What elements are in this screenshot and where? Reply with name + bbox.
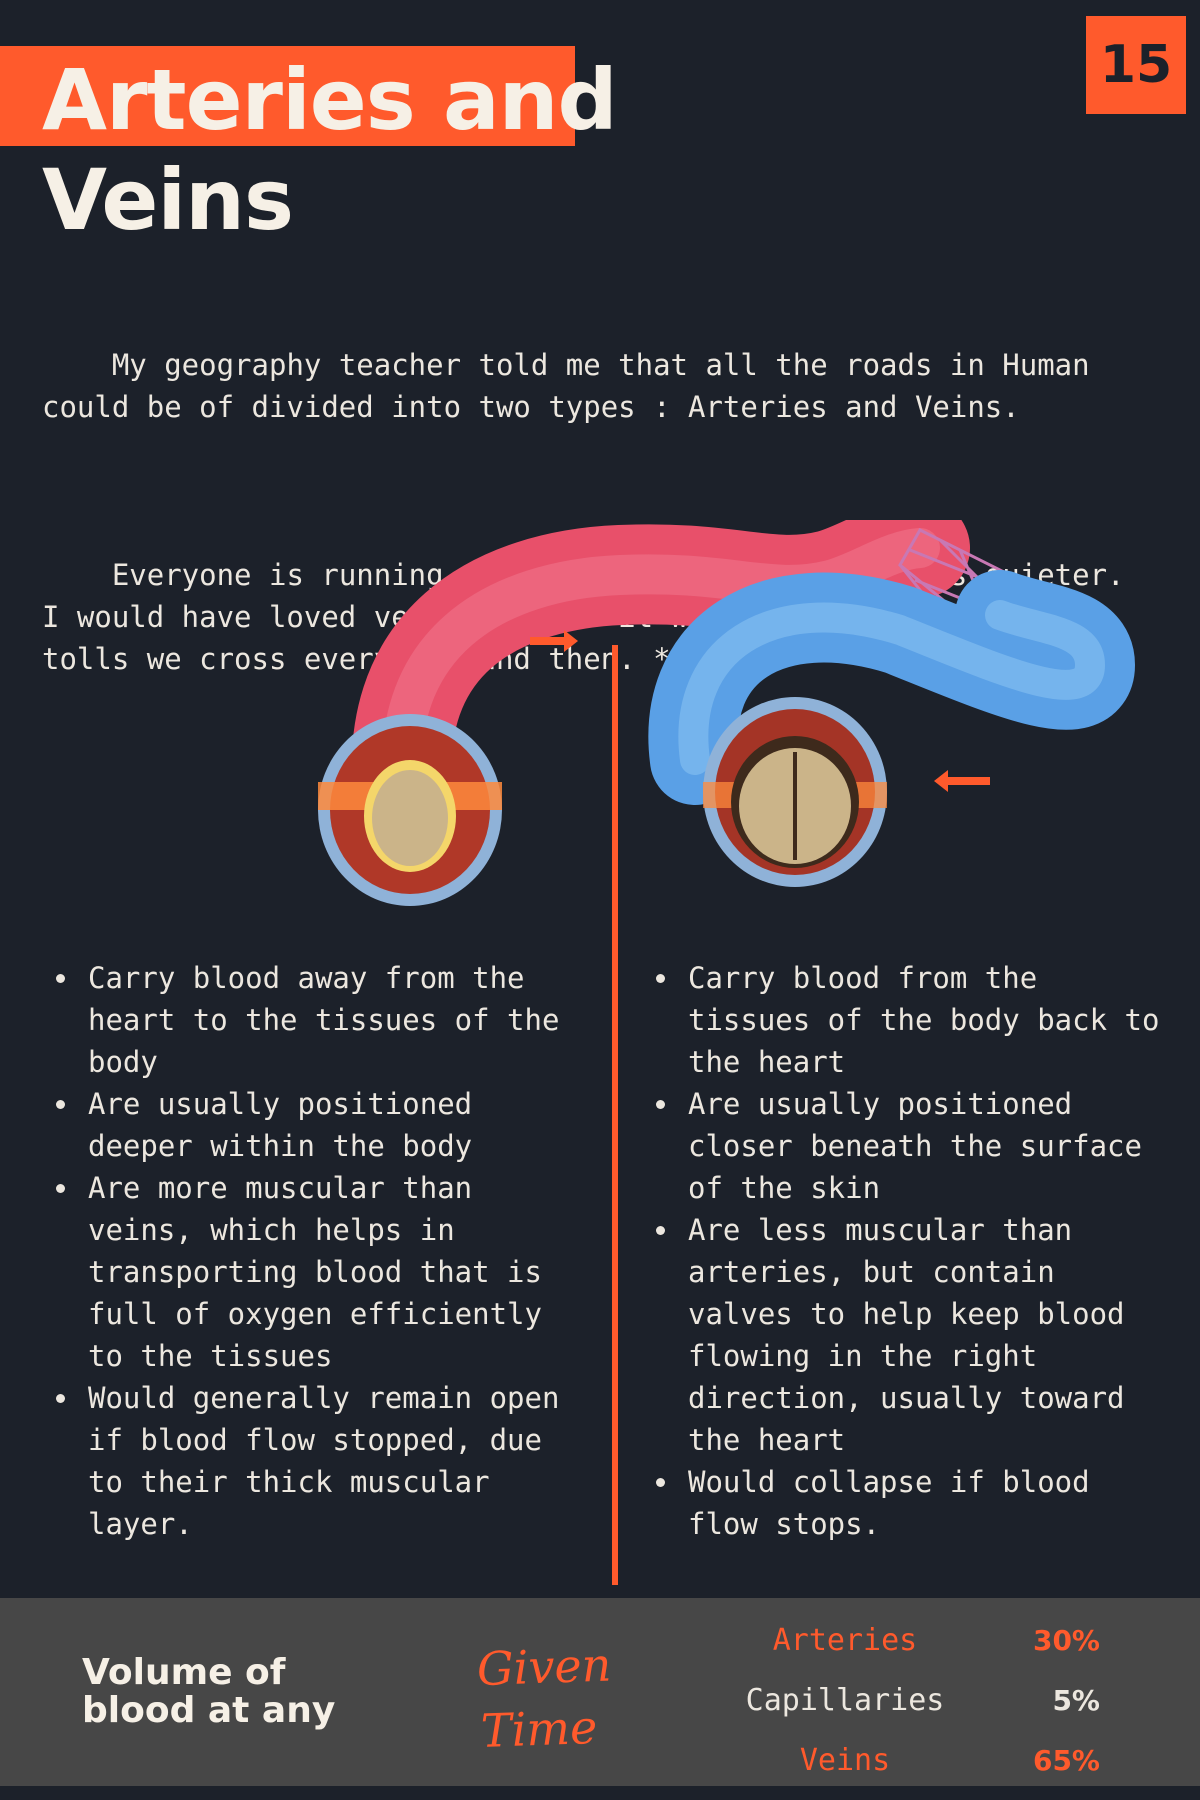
artery-cross-section bbox=[318, 714, 502, 906]
column-divider bbox=[612, 645, 618, 1585]
list-item: Carry blood away from the heart to the t… bbox=[42, 957, 562, 1083]
blood-volume-footer bbox=[0, 1598, 1200, 1786]
given-time-label: Given Time bbox=[476, 1637, 613, 1758]
stat-value: 65% bbox=[1032, 1743, 1100, 1777]
arteries-list: Carry blood away from the heart to the t… bbox=[42, 957, 562, 1545]
volume-label: Volume of blood at any bbox=[82, 1652, 336, 1731]
page-title-line1: Arteries and bbox=[42, 51, 618, 149]
veins-list: Carry blood from the tissues of the body… bbox=[642, 957, 1162, 1545]
stat-row-capillaries: Capillaries 5% bbox=[700, 1670, 1120, 1730]
stat-row-veins: Veins 65% bbox=[700, 1730, 1120, 1790]
list-item: Would collapse if blood flow stops. bbox=[642, 1461, 1162, 1545]
stat-value: 30% bbox=[1032, 1623, 1100, 1657]
arrow-left-icon bbox=[934, 770, 990, 792]
artery-vein-illustration bbox=[318, 520, 1136, 906]
page-title: Arteries and Veins bbox=[42, 50, 618, 250]
intro-paragraph-1: My geography teacher told me that all th… bbox=[42, 348, 1090, 424]
arrow-right-icon bbox=[530, 630, 578, 652]
stat-row-arteries: Arteries 30% bbox=[700, 1610, 1120, 1670]
list-item: Are usually positioned closer beneath th… bbox=[642, 1083, 1162, 1209]
list-item: Are more muscular than veins, which help… bbox=[42, 1167, 562, 1377]
page-title-line2: Veins bbox=[42, 151, 294, 249]
stat-value: 5% bbox=[1052, 1683, 1100, 1717]
vein-cross-section bbox=[703, 697, 887, 887]
blood-volume-stats: Arteries 30% Capillaries 5% Veins 65% bbox=[700, 1610, 1120, 1790]
title-highlight-bar bbox=[0, 46, 575, 146]
stat-label: Veins bbox=[799, 1742, 891, 1778]
list-item: Are usually positioned deeper within the… bbox=[42, 1083, 562, 1167]
page-number: 15 bbox=[1086, 16, 1186, 114]
list-item: Carry blood from the tissues of the body… bbox=[642, 957, 1162, 1083]
stat-label: Capillaries bbox=[745, 1682, 945, 1718]
list-item: Are less muscular than arteries, but con… bbox=[642, 1209, 1162, 1461]
list-item: Would generally remain open if blood flo… bbox=[42, 1377, 562, 1545]
stat-label: Arteries bbox=[772, 1622, 918, 1658]
